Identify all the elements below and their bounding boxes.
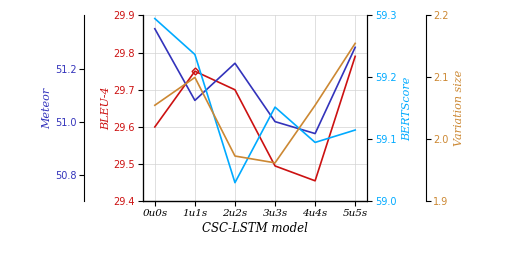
X-axis label: CSC-LSTM model: CSC-LSTM model	[202, 222, 307, 235]
Y-axis label: BLEU-4: BLEU-4	[101, 86, 110, 130]
Y-axis label: Variation size: Variation size	[454, 70, 463, 147]
Y-axis label: BERTScore: BERTScore	[401, 76, 411, 141]
Y-axis label: Meteor: Meteor	[42, 88, 52, 129]
